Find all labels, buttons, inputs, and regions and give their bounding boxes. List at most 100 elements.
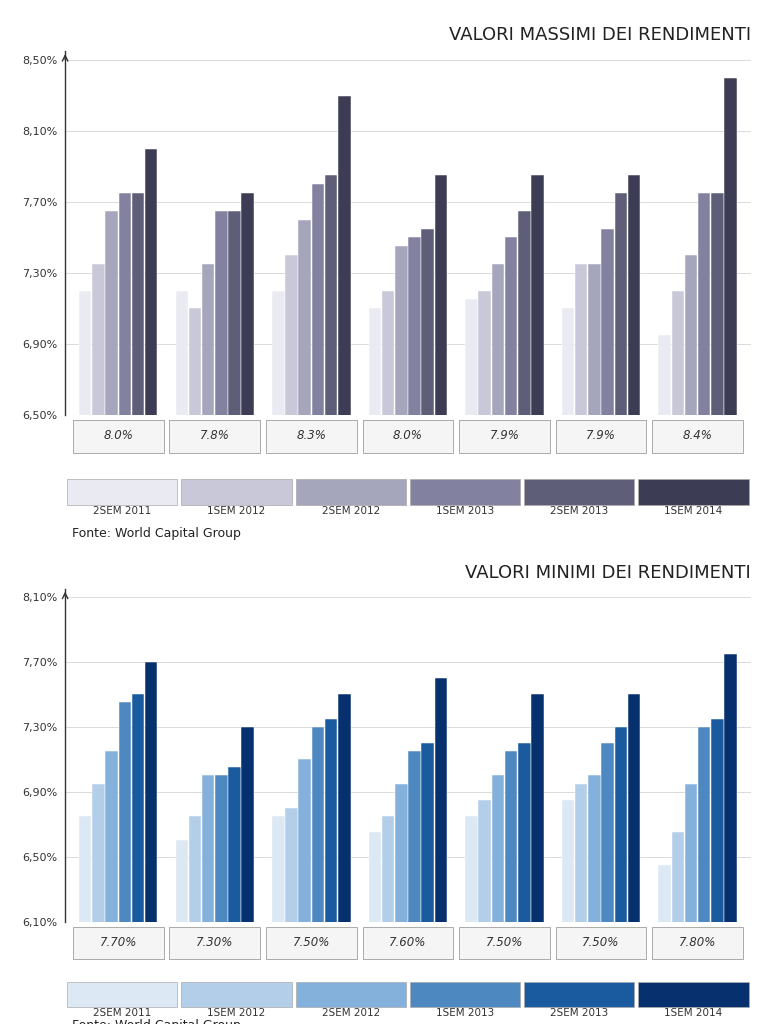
Text: 7.60%: 7.60% [389,936,427,949]
Bar [106,752,118,1024]
Bar [505,238,517,1024]
Text: Fonte: World Capital Group: Fonte: World Capital Group [72,1019,241,1024]
Bar [79,291,91,1024]
Bar [119,194,131,1024]
Text: 7.50%: 7.50% [293,936,330,949]
Bar [531,175,544,1024]
Bar [92,264,105,1024]
Text: 7.8%: 7.8% [200,429,230,442]
FancyBboxPatch shape [362,420,453,453]
Text: 2SEM 2012: 2SEM 2012 [322,1008,380,1018]
Bar [299,220,311,1024]
Bar [408,752,421,1024]
Bar [531,694,544,1024]
Bar [465,299,478,1024]
Bar [479,291,491,1024]
Text: 7.50%: 7.50% [486,936,523,949]
Bar [627,175,640,1024]
FancyBboxPatch shape [182,479,292,505]
Bar [575,783,588,1024]
Text: 2SEM 2011: 2SEM 2011 [93,1008,152,1018]
Text: 7.50%: 7.50% [582,936,620,949]
Text: 2SEM 2013: 2SEM 2013 [550,1008,608,1018]
Bar [272,291,285,1024]
Bar [492,264,504,1024]
Bar [465,816,478,1024]
Bar [368,833,381,1024]
Bar [175,841,188,1024]
Bar [228,767,241,1024]
Text: 7.9%: 7.9% [586,429,616,442]
Bar [285,255,298,1024]
Text: 7.80%: 7.80% [679,936,716,949]
Bar [711,719,724,1024]
Text: 7.9%: 7.9% [489,429,519,442]
Bar [685,255,697,1024]
Bar [434,175,447,1024]
Bar [561,308,574,1024]
Bar [299,759,311,1024]
Bar [658,865,671,1024]
Bar [518,743,531,1024]
Bar [325,175,337,1024]
Bar [202,264,214,1024]
Text: Fonte: World Capital Group: Fonte: World Capital Group [72,527,241,541]
Bar [408,238,421,1024]
Bar [698,727,710,1024]
Bar [601,228,614,1024]
Bar [711,194,724,1024]
Bar [395,246,408,1024]
Bar [188,816,201,1024]
Bar [601,743,614,1024]
FancyBboxPatch shape [266,927,357,959]
FancyBboxPatch shape [169,927,260,959]
FancyBboxPatch shape [652,927,743,959]
Bar [145,148,158,1024]
Bar [228,211,241,1024]
Text: 2SEM 2012: 2SEM 2012 [322,506,380,516]
Bar [285,808,298,1024]
Bar [132,694,144,1024]
FancyBboxPatch shape [169,420,260,453]
Bar [421,743,434,1024]
FancyBboxPatch shape [182,982,292,1008]
Text: 1SEM 2013: 1SEM 2013 [436,506,494,516]
Bar [368,308,381,1024]
Bar [381,291,394,1024]
FancyBboxPatch shape [266,420,357,453]
Bar [395,783,408,1024]
Bar [119,702,131,1024]
Bar [698,194,710,1024]
Bar [658,335,671,1024]
Bar [145,662,158,1024]
Bar [421,228,434,1024]
Bar [92,783,105,1024]
FancyBboxPatch shape [652,420,743,453]
Text: 8.0%: 8.0% [393,429,423,442]
Bar [202,775,214,1024]
FancyBboxPatch shape [639,982,748,1008]
Bar [241,727,254,1024]
FancyBboxPatch shape [555,927,647,959]
Text: 8.4%: 8.4% [683,429,712,442]
Bar [325,719,337,1024]
Bar [672,833,684,1024]
Bar [241,194,254,1024]
Bar [614,727,627,1024]
Bar [492,775,504,1024]
Bar [479,800,491,1024]
Text: 1SEM 2014: 1SEM 2014 [664,1008,722,1018]
FancyBboxPatch shape [73,420,164,453]
FancyBboxPatch shape [459,927,550,959]
Bar [79,816,91,1024]
Bar [272,816,285,1024]
FancyBboxPatch shape [362,927,453,959]
FancyBboxPatch shape [67,982,177,1008]
Bar [588,264,601,1024]
Bar [215,775,228,1024]
FancyBboxPatch shape [555,420,647,453]
FancyBboxPatch shape [296,982,406,1008]
Bar [106,211,118,1024]
Text: 2SEM 2013: 2SEM 2013 [550,506,608,516]
Text: 1SEM 2012: 1SEM 2012 [208,506,266,516]
